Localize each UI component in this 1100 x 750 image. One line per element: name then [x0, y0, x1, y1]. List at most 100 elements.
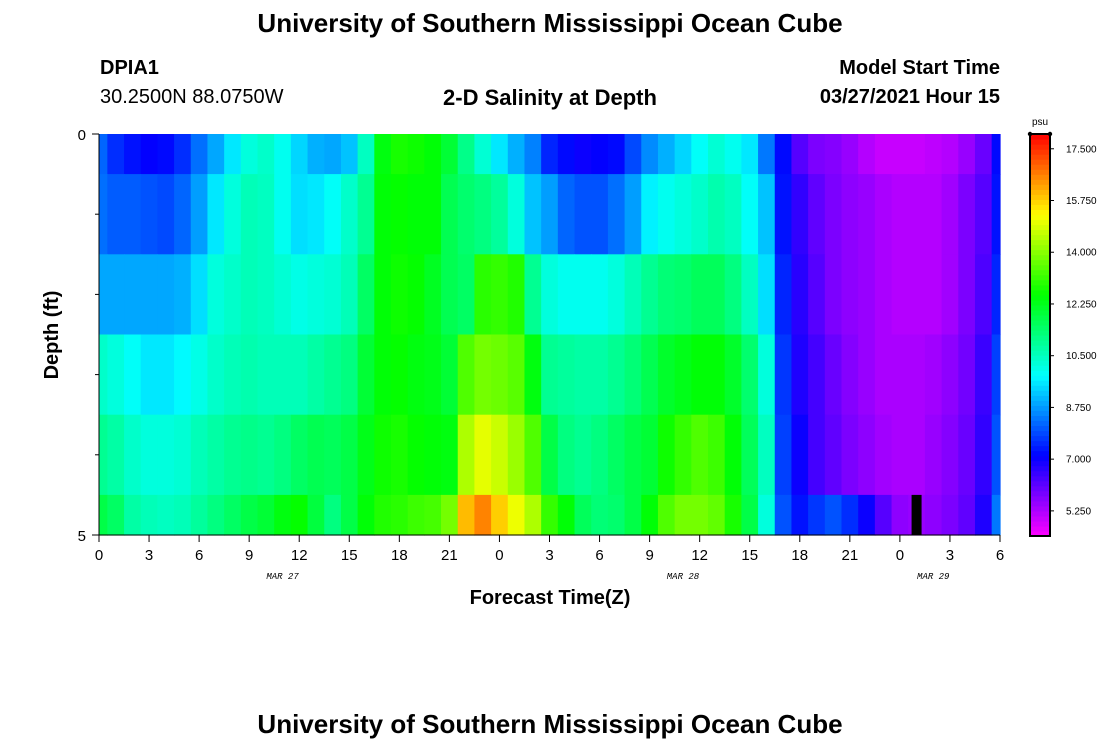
heatmap-cell — [808, 334, 826, 416]
heatmap-cell — [541, 134, 559, 175]
colorbar-segment — [1030, 214, 1050, 221]
heatmap-cell — [207, 254, 225, 336]
heatmap-cell — [507, 334, 526, 416]
colorbar-segment — [1030, 430, 1050, 437]
colorbar-segment — [1030, 470, 1050, 477]
heatmap-cell — [791, 174, 809, 255]
heatmap-cell — [808, 174, 826, 255]
heatmap-cell — [374, 494, 392, 536]
heatmap-cell — [958, 414, 976, 496]
colorbar-segment — [1030, 495, 1050, 502]
heatmap-cell — [524, 334, 542, 416]
heatmap-cell — [774, 414, 793, 496]
heatmap-cell — [190, 414, 209, 496]
heatmap-cell — [891, 134, 909, 175]
heatmap-cell — [524, 414, 542, 496]
heatmap-cell — [758, 334, 776, 416]
heatmap-cell — [941, 414, 959, 496]
heatmap-cell — [140, 494, 158, 536]
heatmap-cell — [758, 414, 776, 496]
colorbar-segment — [1030, 390, 1050, 396]
colorbar-segment — [1030, 355, 1050, 361]
heatmap-cell — [974, 334, 993, 416]
heatmap-cell — [290, 134, 309, 175]
heatmap-cell — [491, 174, 509, 255]
heatmap-cell — [324, 174, 342, 255]
heatmap-cell — [99, 254, 108, 336]
heatmap-cell — [340, 494, 359, 536]
heatmap-cell — [374, 134, 392, 175]
heatmap-cell — [441, 134, 459, 175]
colorbar-segment — [1030, 360, 1050, 366]
colorbar-segment — [1030, 264, 1050, 271]
heatmap-cell — [491, 334, 509, 416]
heatmap-cell — [157, 134, 175, 175]
heatmap-cell — [474, 254, 492, 336]
heatmap-cell — [591, 254, 609, 336]
heatmap-cell — [941, 334, 959, 416]
colorbar-segment — [1030, 209, 1050, 215]
heatmap-cell — [340, 254, 359, 336]
heatmap-cell — [240, 174, 259, 255]
heatmap-cell — [224, 414, 242, 496]
heatmap-cell — [874, 334, 893, 416]
heatmap-cell — [924, 494, 943, 536]
heatmap-cell — [624, 134, 642, 175]
heatmap-cell — [841, 174, 859, 255]
heatmap-cell — [207, 174, 225, 255]
heatmap-cell — [607, 494, 626, 536]
colorbar-segment — [1030, 415, 1050, 422]
heatmap-cell — [491, 134, 509, 175]
colorbar-segment — [1030, 435, 1050, 442]
colorbar-corner-dot — [1047, 131, 1053, 137]
heatmap-cell — [791, 254, 809, 336]
x-tick-label: 3 — [545, 547, 553, 564]
heatmap-cell — [124, 254, 142, 336]
heatmap-cell — [824, 494, 843, 536]
heatmap-cell — [457, 414, 476, 496]
heatmap-cell — [174, 414, 192, 496]
heatmap-cell — [407, 254, 425, 336]
colorbar-segment — [1030, 154, 1050, 160]
heatmap-cell — [541, 494, 559, 536]
colorbar-segment — [1030, 299, 1050, 306]
colorbar-segment — [1030, 179, 1050, 185]
heatmap-cell — [157, 174, 175, 255]
colorbar-segment — [1030, 510, 1050, 517]
colorbar-tick-label: 17.500 — [1066, 144, 1097, 155]
heatmap-cell — [924, 134, 943, 175]
colorbar-segment — [1030, 274, 1050, 281]
colorbar-frame — [1029, 133, 1051, 537]
heatmap-cell — [441, 494, 459, 536]
colorbar: psu 17.500 15.750 14.000 12.250 10.500 8.750 7.… — [1027, 117, 1097, 537]
heatmap-cell — [124, 174, 142, 255]
heatmap-cell — [741, 494, 759, 536]
colorbar-tick-label: 8.750 — [1066, 403, 1091, 414]
heatmap-cell — [99, 134, 108, 175]
heatmap-cell — [307, 334, 325, 416]
heatmap-cell — [791, 414, 809, 496]
heatmap-cell — [190, 494, 209, 536]
heatmap-cell — [357, 134, 375, 175]
heatmap-cell — [708, 134, 726, 175]
heatmap-cell — [307, 414, 325, 496]
heatmap-cell — [441, 254, 459, 336]
heatmap-cell — [124, 494, 142, 536]
heatmap-cell — [357, 334, 375, 416]
heatmap-cell — [390, 254, 409, 336]
heatmap-cell — [741, 174, 759, 255]
heatmap-cell — [908, 254, 926, 336]
colorbar-segment — [1030, 254, 1050, 261]
heatmap-cell — [157, 254, 175, 336]
heatmap-cell — [541, 254, 559, 336]
heatmap-cell — [691, 134, 709, 175]
heatmap-cell — [457, 174, 476, 255]
heatmap-cell — [858, 494, 876, 536]
heatmap-cell — [374, 414, 392, 496]
heatmap-cell — [274, 494, 292, 536]
colorbar-segment — [1030, 395, 1050, 401]
heatmap-cell — [874, 174, 893, 255]
heatmap-cell — [107, 494, 125, 536]
heatmap-cell — [841, 414, 859, 496]
colorbar-segment — [1030, 335, 1050, 341]
